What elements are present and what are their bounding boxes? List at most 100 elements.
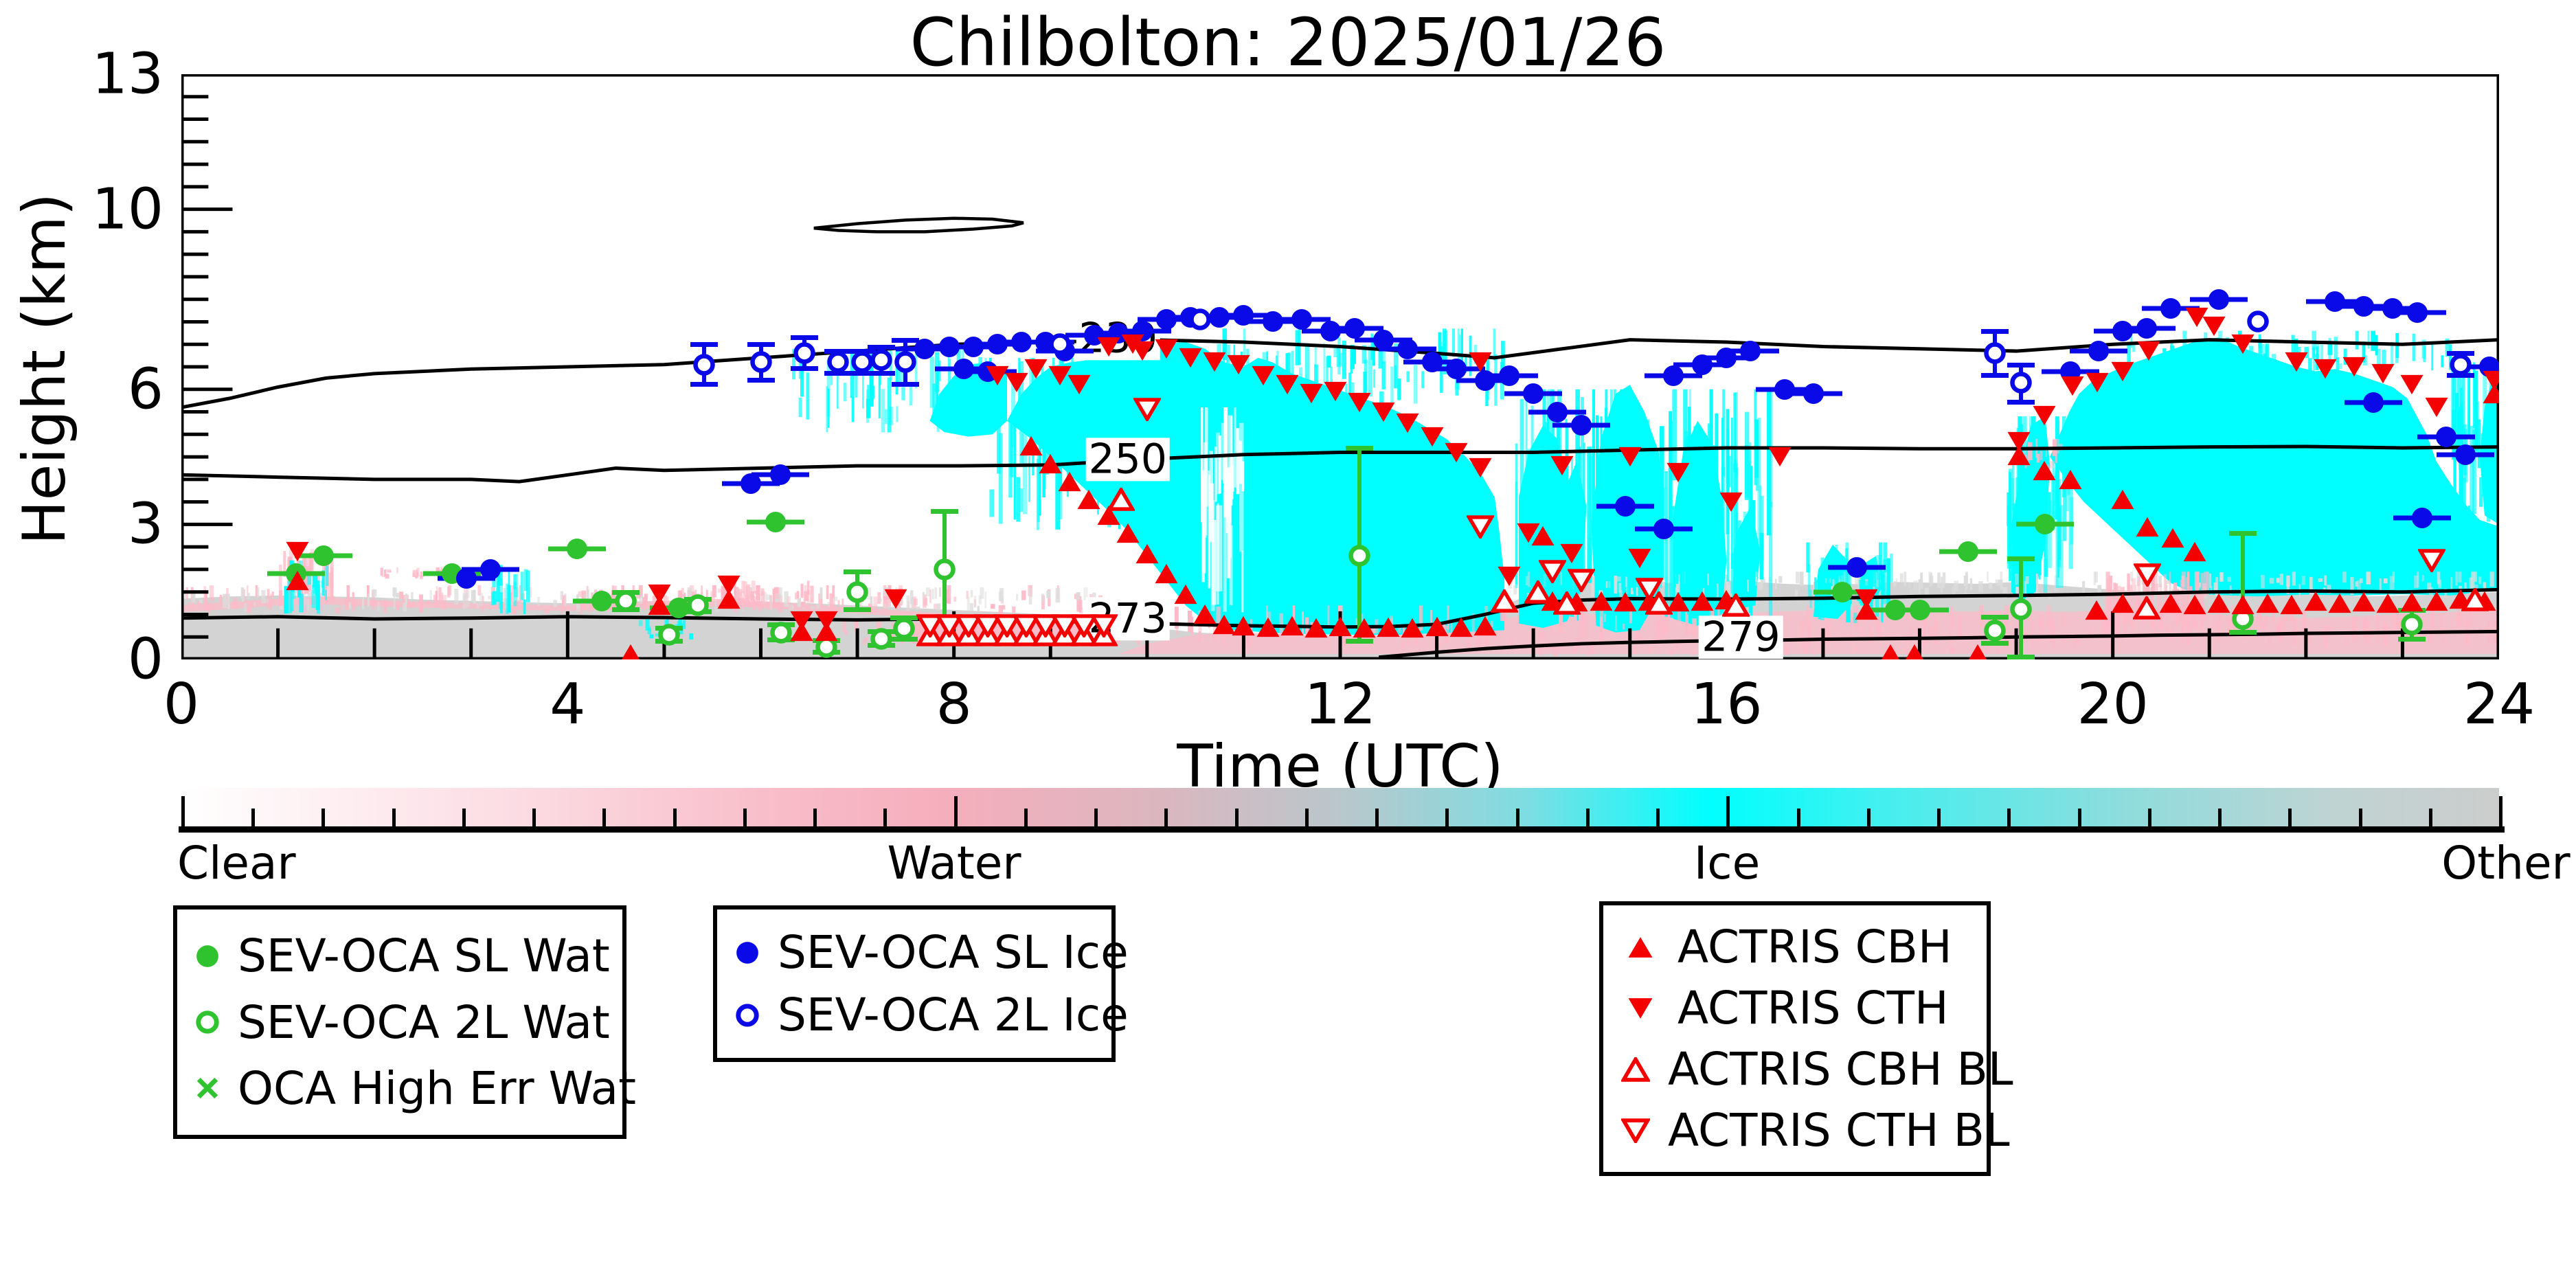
y-tick-label: 0 (127, 626, 163, 692)
colorbar-tick (883, 809, 888, 826)
marker-sev-oca-2l-ice (793, 341, 816, 365)
marker-sev-oca-2l-ice (749, 350, 773, 374)
contour-label-279: 279 (1699, 615, 1783, 659)
marker-sev-oca-sl-ice (1715, 346, 1738, 370)
marker-actris-cbh (1351, 616, 1378, 640)
marker-actris-cth (1046, 364, 1074, 387)
colorbar-tick (743, 809, 747, 826)
marker-actris-cbh (1017, 434, 1045, 457)
legend-item-label: OCA High Err Wat (238, 1061, 636, 1115)
marker-sev-oca-sl-wat (1884, 598, 1907, 622)
marker-sev-oca-sl-ice (1522, 382, 1545, 405)
red-filled-triangle-down-icon (1621, 996, 1660, 1021)
marker-sev-oca-2l-wat (1983, 619, 2007, 642)
colorbar-label-ice: Ice (1693, 837, 1761, 890)
marker-sev-oca-sl-ice (1498, 364, 1521, 387)
marker-actris-cbh (1056, 470, 1083, 493)
marker-actris-cth (984, 364, 1011, 387)
marker-actris-cth (646, 583, 673, 606)
marker-sev-oca-sl-ice (479, 558, 502, 581)
colorbar-tick (2147, 809, 2151, 826)
legend-item-label: ACTRIS CTH BL (1668, 1104, 2010, 1157)
error-bar (2241, 533, 2246, 633)
marker-sev-oca-sl-ice (1319, 319, 1342, 343)
marker-actris-cth (2398, 373, 2426, 396)
colorbar-tick (1866, 809, 1871, 826)
marker-actris-cth-bl (1070, 614, 1099, 640)
marker-actris-cbh (1664, 590, 1692, 613)
colorbar-axis (179, 826, 2505, 833)
marker-actris-cth (1250, 364, 1277, 387)
legend-ice: SEV-OCA SL Ice SEV-OCA 2L Ice (713, 905, 1129, 1062)
colorbar-tick (1656, 809, 1660, 826)
marker-actris-cth (1626, 547, 1653, 570)
marker-actris-cth-bl (934, 614, 964, 640)
marker-actris-cth-bl (973, 614, 1003, 640)
marker-sev-oca-sl-wat (1956, 540, 1980, 563)
marker-sev-oca-2l-ice (1188, 308, 1212, 331)
marker-actris-cth (1717, 490, 1745, 514)
marker-actris-cbh (1230, 614, 1257, 637)
marker-sev-oca-2l-ice (870, 348, 893, 372)
colorbar-label-water: Water (887, 837, 1021, 890)
marker-actris-cth (1274, 373, 1301, 396)
marker-actris-cth-bl (1050, 614, 1080, 640)
red-open-triangle-up-icon (1621, 1057, 1650, 1082)
marker-actris-cbh (2005, 444, 2033, 467)
marker-actris-cbh (2181, 593, 2208, 616)
legend-item: ACTRIS CBH BL (1621, 1043, 2013, 1096)
legend-item-label: SEV-OCA 2L Wat (238, 995, 610, 1049)
x-tick-label: 20 (2077, 672, 2149, 737)
marker-actris-cbh (2229, 593, 2257, 616)
marker-actris-cbh (2326, 591, 2353, 615)
marker-actris-cth (2481, 369, 2499, 392)
colorbar-tick (1234, 809, 1239, 826)
marker-actris-cth (1322, 380, 1349, 403)
marker-sev-oca-2l-wat (2400, 613, 2424, 636)
legend-item-label: ACTRIS CTH (1677, 982, 1949, 1035)
colorbar-tick (251, 809, 256, 826)
marker-actris-cbh (2302, 589, 2329, 613)
marker-actris-cbh (1114, 521, 1142, 545)
colorbar-tick (1024, 809, 1028, 826)
marker-actris-cth (2283, 350, 2310, 374)
marker-actris-cbh (2181, 540, 2208, 563)
x-tick-label: 0 (163, 672, 200, 737)
x-tick-label: 12 (1304, 672, 1377, 737)
red-open-triangle-down-icon (1621, 1118, 1650, 1143)
contour-label-250: 250 (1085, 437, 1170, 481)
marker-actris-cth (2312, 357, 2339, 381)
y-tick-label: 13 (91, 41, 163, 107)
colorbar-label-clear: Clear (177, 837, 296, 890)
marker-sev-oca-sl-wat (2033, 512, 2057, 536)
marker-actris-cth (1467, 350, 1494, 374)
marker-actris-cth-bl (1567, 569, 1596, 594)
marker-sev-oca-sl-ice (1845, 556, 1868, 579)
marker-sev-oca-sl-ice (2410, 506, 2434, 530)
texture-cyan-left-edge (984, 357, 1206, 532)
marker-actris-cbh (2398, 590, 2426, 613)
marker-sev-oca-sl-ice (1396, 337, 1419, 361)
marker-sev-oca-sl-wat (1831, 580, 1854, 604)
marker-sev-oca-sl-ice (1232, 304, 1255, 327)
colorbar-tick (2077, 809, 2081, 826)
marker-actris-cbh (1399, 616, 1426, 640)
marker-actris-cth (1298, 382, 1325, 405)
y-tick-label: 10 (91, 177, 163, 242)
marker-actris-cbh (1877, 642, 1904, 659)
marker-actris-cth (2229, 332, 2257, 356)
marker-actris-cbh (1529, 524, 1557, 547)
marker-actris-cth (1003, 371, 1030, 394)
legend-item: SEV-OCA 2L Ice (735, 988, 1129, 1041)
marker-actris-cbh (1075, 488, 1103, 511)
marker-sev-oca-2l-wat (870, 627, 893, 651)
colorbar-tick (1094, 809, 1098, 826)
marker-sev-oca-2l-wat (686, 594, 710, 617)
blue-filled-circle-icon (735, 940, 760, 965)
colorbar-tick (2007, 809, 2011, 826)
colorbar-tick (1796, 809, 1800, 826)
legend-item: ACTRIS CTH (1621, 982, 1969, 1035)
marker-actris-cth-bl (1089, 614, 1118, 640)
marker-actris-cbh (1133, 542, 1161, 565)
marker-actris-cth (1616, 445, 1644, 468)
